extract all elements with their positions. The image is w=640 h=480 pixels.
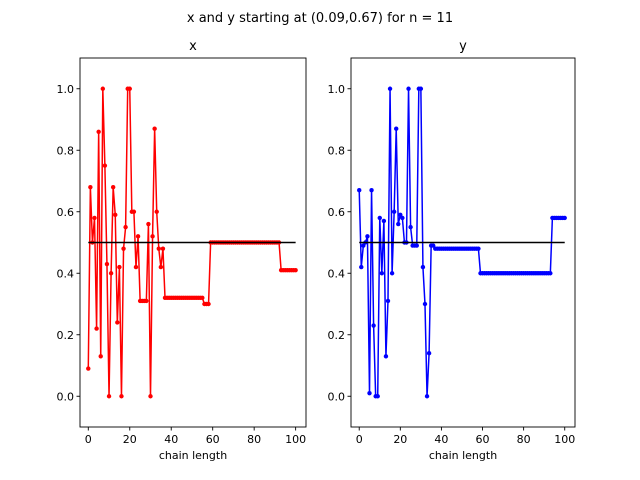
subplot-y-data-point xyxy=(424,394,430,399)
subplot-y-ytick-label: 0.6 xyxy=(328,206,346,219)
subplot-y-xlabel: chain length xyxy=(429,449,497,462)
subplot-y-data-point xyxy=(379,271,385,276)
subplot-x-data-point xyxy=(152,126,157,131)
subplot-y-xtick-label: 100 xyxy=(554,433,575,446)
subplot-y-data-point xyxy=(431,243,436,248)
subplot-y-ytick-label: 0.2 xyxy=(328,329,346,342)
subplot-y-ytick-label: 1.0 xyxy=(328,83,346,96)
subplot-y-data-point xyxy=(476,246,481,251)
subplot-y-data-point xyxy=(383,354,389,359)
subplot-y-data-point xyxy=(389,271,395,276)
subplot-y-data-point xyxy=(422,301,428,307)
subplot-x-data-point xyxy=(154,209,159,214)
subplot-y-data-point xyxy=(562,215,567,221)
subplot-x-data-point xyxy=(133,264,139,270)
subplot-y-title: y xyxy=(459,39,467,54)
subplot-y-data-point xyxy=(357,188,362,193)
subplot-y-data-point xyxy=(396,221,401,227)
subplot-x-data-point xyxy=(148,394,153,399)
subplot-y-data-point xyxy=(365,234,370,239)
subplot-y-data-point xyxy=(426,351,432,356)
subplot-x-data-point xyxy=(158,264,164,270)
subplot-y-data-point xyxy=(420,264,426,270)
subplot-y-data-point xyxy=(387,86,393,91)
subplot-x-data-point xyxy=(102,163,108,168)
subplot-x-xtick-label: 60 xyxy=(206,433,220,446)
subplot-x-frame xyxy=(79,57,307,428)
subplot-x-data-point xyxy=(108,271,114,276)
subplot-x-xtick-label: 20 xyxy=(123,433,137,446)
subplot-y: y 0.0 0.2 0.4 0.6 0.8 1.0 0 20 40 60 80 100 chain len… xyxy=(328,39,576,462)
subplot-x-data-point xyxy=(104,261,110,267)
subplot-y-data-point xyxy=(371,323,376,328)
subplot-x-ytick-label: 0.0 xyxy=(57,390,75,403)
subplot-x-data-point xyxy=(150,234,155,239)
subplot-x-data-point xyxy=(98,354,103,359)
subplot-x: x 0.0 0.2 0.4 0.6 0.8 1.0 0 20 40 60 80 100 chain len… xyxy=(57,39,307,462)
subplot-x-data-point xyxy=(117,264,122,270)
subplot-x-data-point xyxy=(100,86,106,91)
subplot-y-xtick-label: 20 xyxy=(393,433,407,446)
subplot-y-xtick-label: 40 xyxy=(434,433,448,446)
subplot-x-data-point xyxy=(113,212,118,218)
subplot-x-ytick-label: 1.0 xyxy=(57,83,75,96)
subplot-x-data-point xyxy=(94,326,99,331)
subplot-x-ytick-label: 0.6 xyxy=(57,206,75,219)
subplot-y-data-point xyxy=(400,215,405,221)
figure-title: x and y starting at (0.09,0.67) for n = … xyxy=(187,11,453,26)
subplot-y-xtick-label: 0 xyxy=(356,433,363,446)
subplot-x-data-point xyxy=(119,394,124,399)
subplot-y-data-point xyxy=(391,209,397,214)
subplot-y-ytick-label: 0.8 xyxy=(328,144,346,157)
subplot-y-ytick-label: 0.0 xyxy=(328,390,346,403)
subplot-x-data-point xyxy=(106,394,112,399)
subplot-x-xtick-label: 100 xyxy=(285,433,306,446)
subplot-x-data-point xyxy=(88,184,93,190)
subplot-y-xtick-label: 80 xyxy=(517,433,531,446)
subplot-x-data-point xyxy=(293,267,298,273)
subplot-x-data-point xyxy=(127,86,132,91)
subplot-x-xtick-label: 40 xyxy=(164,433,178,446)
subplot-x-data-point xyxy=(160,246,166,251)
subplot-y-data-point xyxy=(548,271,553,276)
subplot-x-data-point xyxy=(206,301,211,307)
subplot-x-data-point xyxy=(200,295,205,301)
subplot-y-data-point xyxy=(408,224,413,230)
subplot-x-data-point xyxy=(96,129,101,134)
subplot-y-xtick-label: 60 xyxy=(476,433,490,446)
subplot-x-xtick-label: 0 xyxy=(85,433,92,446)
subplot-y-data-point xyxy=(394,126,399,131)
subplot-x-data-point xyxy=(92,215,97,221)
subplot-y-data-point xyxy=(369,188,374,193)
subplot-x-data-point xyxy=(146,221,151,227)
subplot-x-data-point xyxy=(115,320,120,325)
subplot-y-frame xyxy=(350,57,576,428)
subplot-x-data-point xyxy=(135,234,141,239)
subplot-x-ytick-label: 0.4 xyxy=(57,267,75,280)
subplot-x-ytick-label: 0.8 xyxy=(57,144,75,157)
subplot-y-data-point xyxy=(367,390,372,396)
subplot-x-title: x xyxy=(189,39,197,54)
subplot-x-data-point xyxy=(156,246,161,251)
subplot-y-data-point xyxy=(406,86,411,91)
subplot-x-data-point xyxy=(131,209,137,214)
subplot-x-xtick-label: 80 xyxy=(247,433,261,446)
subplot-y-data-point xyxy=(359,264,364,270)
subplot-y-data-point xyxy=(418,86,424,91)
subplot-y-ytick-label: 0.4 xyxy=(328,267,346,280)
subplot-y-data-point xyxy=(381,218,387,224)
subplot-x-data-point xyxy=(110,184,116,190)
subplot-x-data-point xyxy=(144,298,149,304)
subplot-y-data-point xyxy=(375,394,380,399)
subplot-x-data-point xyxy=(121,246,126,251)
subplot-x-data-point xyxy=(86,366,91,371)
subplot-y-data-point xyxy=(377,215,382,221)
subplot-x-data-point xyxy=(123,224,128,230)
subplot-y-data-point xyxy=(385,298,391,304)
subplot-x-ytick-label: 0.2 xyxy=(57,329,75,342)
subplot-y-data-point xyxy=(414,243,419,248)
subplot-x-xlabel: chain length xyxy=(159,449,227,462)
